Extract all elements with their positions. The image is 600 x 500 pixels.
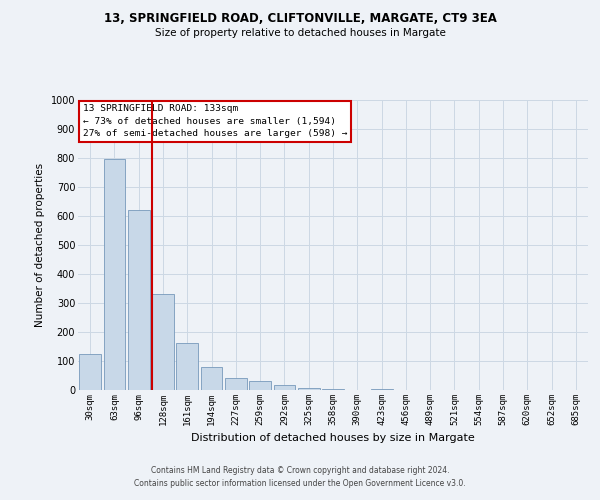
Bar xyxy=(298,388,320,390)
Bar xyxy=(249,382,271,390)
Bar xyxy=(104,160,125,390)
Text: 13, SPRINGFIELD ROAD, CLIFTONVILLE, MARGATE, CT9 3EA: 13, SPRINGFIELD ROAD, CLIFTONVILLE, MARG… xyxy=(104,12,496,26)
Text: Contains HM Land Registry data © Crown copyright and database right 2024.
Contai: Contains HM Land Registry data © Crown c… xyxy=(134,466,466,487)
Text: Size of property relative to detached houses in Margate: Size of property relative to detached ho… xyxy=(155,28,445,38)
Bar xyxy=(176,342,198,390)
Bar xyxy=(225,378,247,390)
Bar xyxy=(200,367,223,390)
Bar xyxy=(128,210,149,390)
Bar xyxy=(322,389,344,390)
Y-axis label: Number of detached properties: Number of detached properties xyxy=(35,163,45,327)
Bar xyxy=(79,354,101,390)
Text: 13 SPRINGFIELD ROAD: 133sqm
← 73% of detached houses are smaller (1,594)
27% of : 13 SPRINGFIELD ROAD: 133sqm ← 73% of det… xyxy=(83,104,347,138)
Bar xyxy=(274,385,295,390)
Bar xyxy=(152,294,174,390)
Bar xyxy=(371,388,392,390)
X-axis label: Distribution of detached houses by size in Margate: Distribution of detached houses by size … xyxy=(191,434,475,444)
